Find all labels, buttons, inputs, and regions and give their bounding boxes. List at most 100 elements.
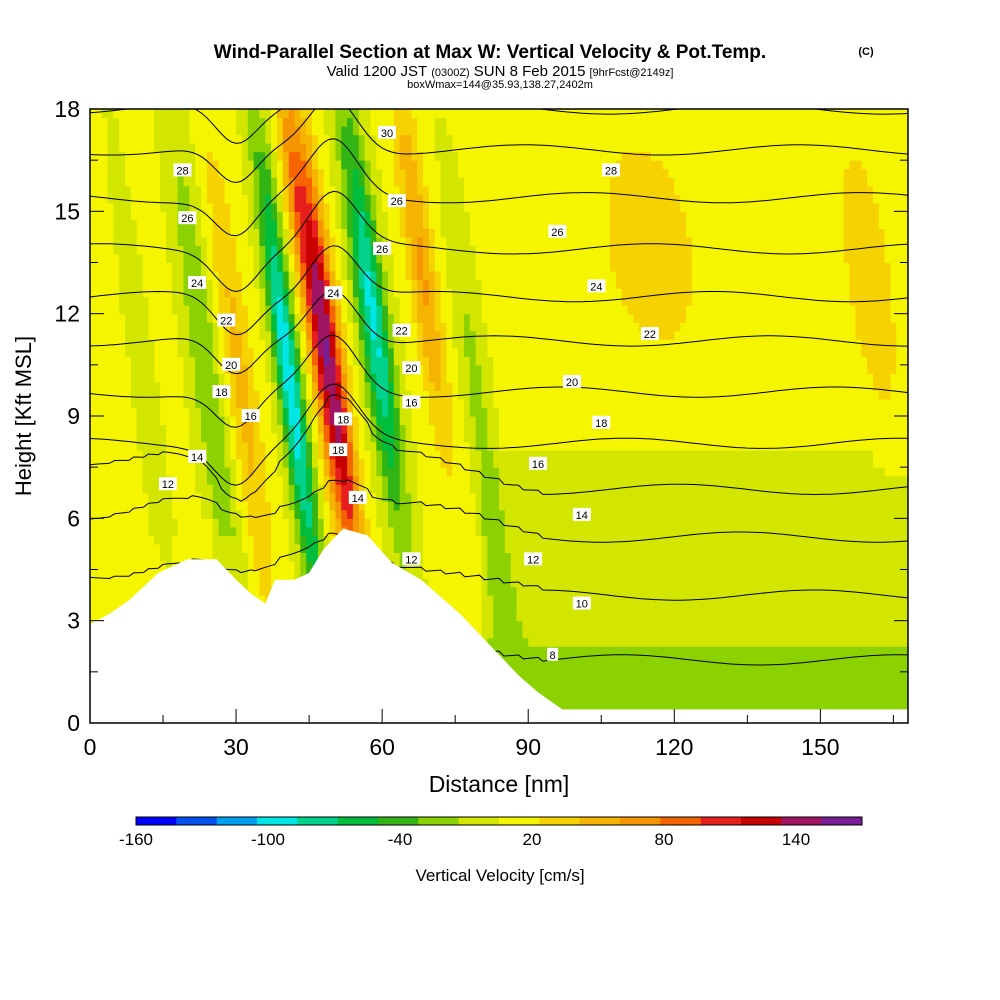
velocity-cell xyxy=(335,509,342,519)
velocity-cell xyxy=(166,219,179,229)
velocity-cell xyxy=(388,288,395,298)
y-tick-label: 15 xyxy=(54,198,80,224)
velocity-cell xyxy=(90,160,109,170)
velocity-cell xyxy=(317,492,325,502)
velocity-cell xyxy=(341,168,348,178)
velocity-cell xyxy=(487,441,500,451)
velocity-cell xyxy=(364,305,371,315)
velocity-cell xyxy=(241,526,249,536)
velocity-cell xyxy=(312,185,319,195)
velocity-cell xyxy=(364,364,371,374)
velocity-cell xyxy=(171,535,214,545)
velocity-cell xyxy=(154,126,190,136)
velocity-cell xyxy=(329,526,336,536)
velocity-cell xyxy=(253,211,260,221)
velocity-cell xyxy=(160,185,179,195)
velocity-cell xyxy=(417,356,430,366)
velocity-cell xyxy=(259,185,272,195)
velocity-cell xyxy=(282,339,290,349)
contour-label-text: 14 xyxy=(352,493,364,505)
contour-label-bg xyxy=(329,443,348,457)
velocity-cell xyxy=(382,552,401,562)
velocity-cell xyxy=(189,313,208,323)
velocity-cell xyxy=(896,364,908,374)
velocity-cell xyxy=(177,202,190,212)
velocity-cell xyxy=(469,236,611,246)
velocity-cell xyxy=(358,236,372,246)
velocity-cell xyxy=(376,390,389,400)
velocity-cell xyxy=(358,228,366,238)
velocity-cell xyxy=(481,518,506,528)
velocity-cell xyxy=(440,185,465,195)
velocity-cell xyxy=(271,313,278,323)
velocity-cell xyxy=(253,543,272,553)
velocity-cell xyxy=(317,526,325,536)
velocity-cell xyxy=(417,322,424,332)
contour-label-bg xyxy=(402,395,421,409)
velocity-cell xyxy=(300,518,307,528)
velocity-cell xyxy=(300,254,307,264)
velocity-cell xyxy=(388,407,395,417)
velocity-cell xyxy=(271,501,284,511)
velocity-cell xyxy=(236,373,249,383)
velocity-cell xyxy=(610,254,693,264)
contour-label-bg xyxy=(158,477,177,491)
velocity-cell xyxy=(364,211,371,221)
velocity-cell xyxy=(493,356,868,366)
velocity-cell xyxy=(166,561,173,571)
velocity-cell xyxy=(288,535,296,545)
velocity-cell xyxy=(475,441,488,451)
velocity-cell xyxy=(347,185,354,195)
velocity-cell xyxy=(335,236,342,246)
velocity-cell xyxy=(218,364,225,374)
velocity-cell xyxy=(481,535,488,545)
velocity-cell xyxy=(358,450,372,460)
velocity-cell xyxy=(335,484,342,494)
velocity-cell xyxy=(271,279,284,289)
velocity-cell xyxy=(277,450,284,460)
velocity-cell xyxy=(388,356,395,366)
velocity-cell xyxy=(306,236,319,246)
velocity-cell xyxy=(317,219,325,229)
velocity-cell xyxy=(265,134,272,144)
velocity-cell xyxy=(323,339,331,349)
velocity-cell xyxy=(282,236,290,246)
velocity-cell xyxy=(300,416,307,426)
velocity-cell xyxy=(253,424,260,434)
velocity-cell xyxy=(411,535,424,545)
velocity-cell xyxy=(189,322,214,332)
velocity-cell xyxy=(370,168,383,178)
x-tick-label: 90 xyxy=(515,734,541,760)
velocity-cell xyxy=(277,219,284,229)
velocity-cell xyxy=(352,177,360,187)
velocity-cell xyxy=(323,424,331,434)
velocity-cell xyxy=(277,390,284,400)
velocity-cell xyxy=(347,433,354,443)
contour-label-text: 24 xyxy=(327,288,339,300)
contour-label-text: 30 xyxy=(381,128,393,140)
velocity-cell xyxy=(312,296,325,306)
velocity-cell xyxy=(358,441,366,451)
velocity-cell xyxy=(370,228,377,238)
velocity-cell xyxy=(306,407,313,417)
velocity-cell xyxy=(364,288,371,298)
velocity-cell xyxy=(423,339,442,349)
velocity-cell xyxy=(300,245,307,255)
velocity-cell xyxy=(382,526,395,536)
y-axis-label: Height [Kft MSL] xyxy=(11,336,36,496)
velocity-cell xyxy=(382,458,389,468)
velocity-cell xyxy=(843,254,886,264)
velocity-cell xyxy=(341,236,348,246)
velocity-cell xyxy=(312,416,319,426)
velocity-cell xyxy=(487,586,518,596)
velocity-cell xyxy=(230,288,243,298)
velocity-cell xyxy=(347,202,354,212)
velocity-cell xyxy=(639,322,681,332)
velocity-cell xyxy=(890,288,908,298)
velocity-cell xyxy=(119,126,155,136)
velocity-cell xyxy=(352,356,360,366)
velocity-cell xyxy=(329,254,336,264)
velocity-cell xyxy=(417,279,424,289)
velocity-cell xyxy=(423,552,482,562)
velocity-cell xyxy=(388,398,395,408)
